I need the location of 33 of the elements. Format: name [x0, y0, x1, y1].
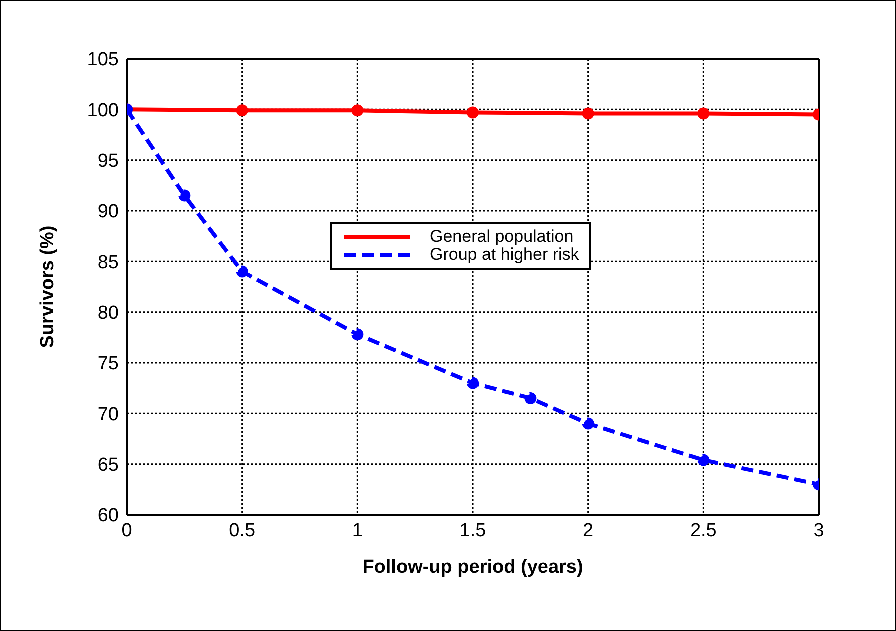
- point: [698, 108, 710, 120]
- y-tick-label: 85: [98, 252, 119, 274]
- x-tick-label: 0: [122, 520, 132, 542]
- x-tick-label: 2: [583, 520, 594, 542]
- point: [352, 328, 364, 341]
- x-tick-label: 3: [814, 520, 824, 542]
- y-tick-label: 75: [98, 354, 119, 375]
- legend-label: General population: [430, 227, 574, 246]
- y-axis-title: Survivors (%): [38, 226, 59, 348]
- point: [467, 377, 479, 390]
- point: [467, 106, 479, 119]
- y-tick-label: 70: [98, 404, 119, 426]
- point: [178, 190, 191, 202]
- x-tick-label: 1.5: [460, 520, 486, 542]
- point: [582, 418, 594, 430]
- point: [698, 454, 710, 466]
- y-tick-label: 100: [87, 100, 119, 122]
- point: [236, 104, 248, 117]
- y-tick-label: 65: [98, 455, 119, 476]
- y-tick-label: 95: [98, 151, 119, 172]
- y-tick-label: 80: [98, 303, 119, 324]
- point: [524, 392, 537, 404]
- y-tick-label: 90: [98, 202, 119, 223]
- point: [582, 108, 594, 120]
- x-tick-label: 1: [352, 520, 363, 542]
- x-tick-label: 2.5: [690, 520, 717, 542]
- y-tick-label: 60: [98, 506, 119, 527]
- x-tick-label: 0.5: [229, 520, 256, 542]
- point: [352, 104, 364, 117]
- point: [236, 266, 248, 278]
- legend-label: Group at higher risk: [430, 245, 580, 264]
- x-axis-title: Follow-up period (years): [362, 557, 584, 578]
- y-tick-label: 105: [87, 50, 119, 71]
